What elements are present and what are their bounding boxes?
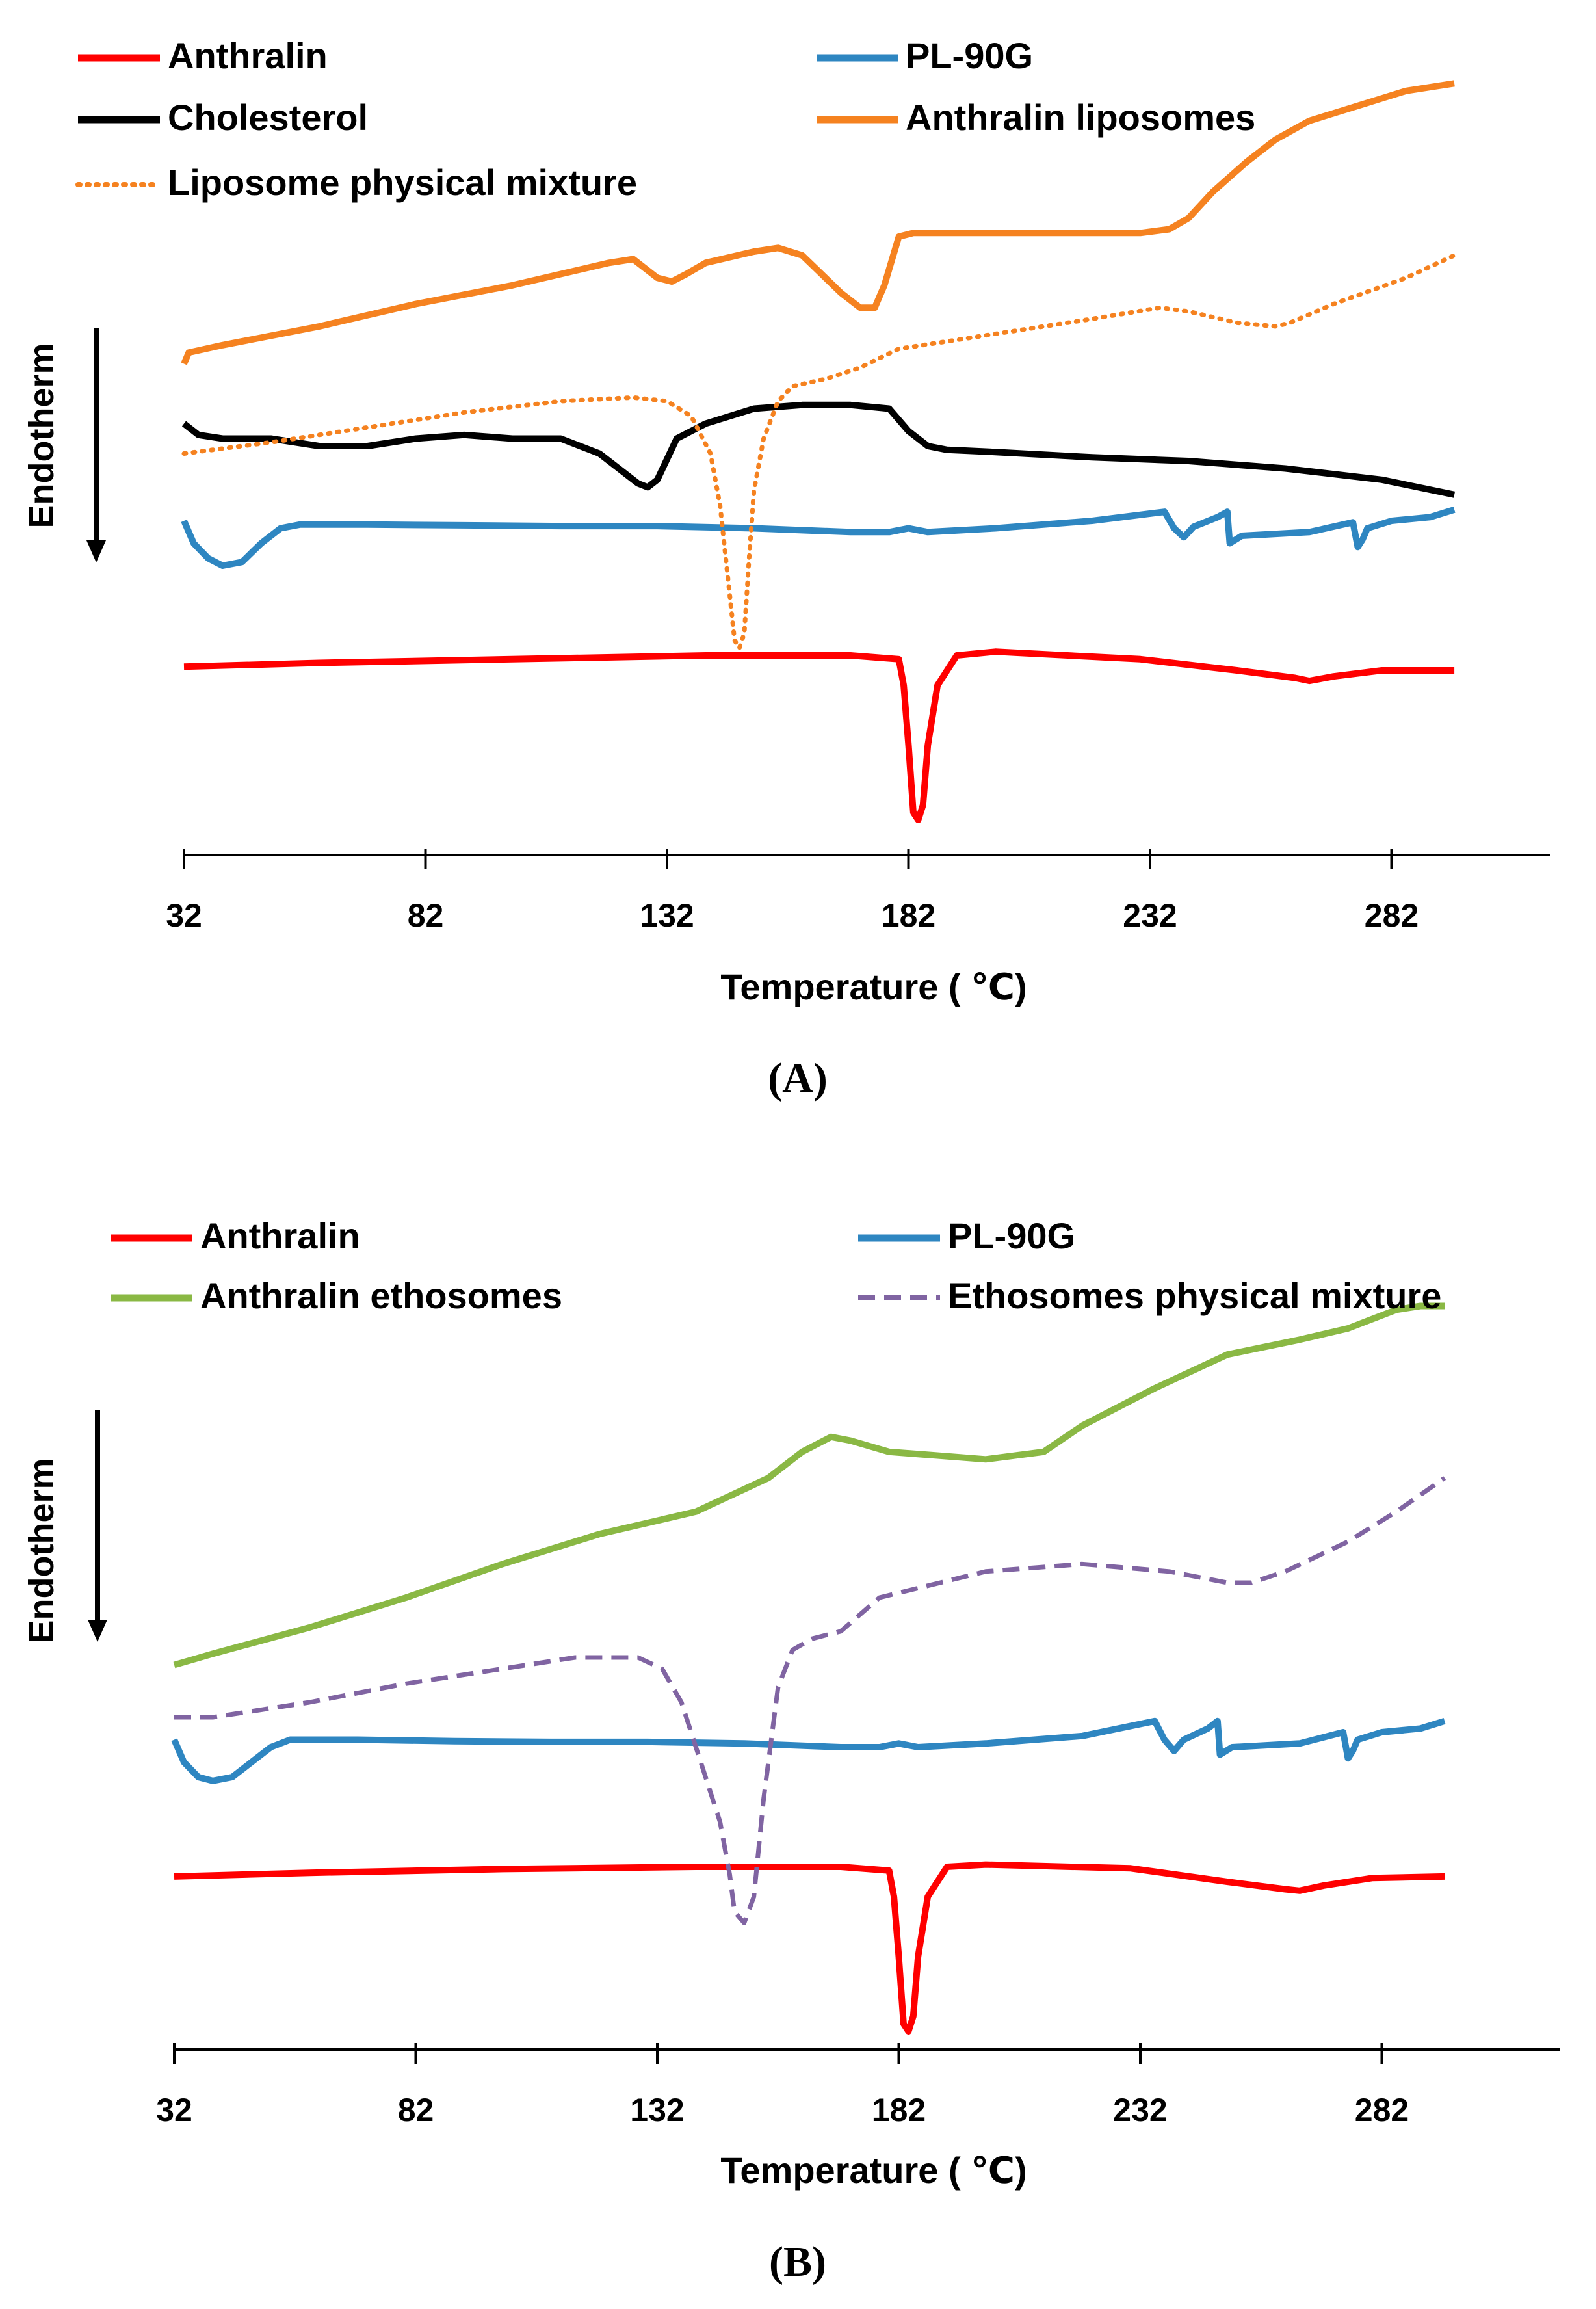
panel-label: (A)	[768, 1055, 828, 1102]
legend-label: Anthralin	[168, 35, 328, 76]
series-line-ethosomes-physical-mixture	[174, 1476, 1446, 1925]
legend-label: Anthralin ethosomes	[200, 1275, 562, 1316]
x-tick-label: 232	[1113, 2092, 1167, 2128]
panel-label: (B)	[769, 2238, 826, 2286]
x-tick-label: 132	[640, 897, 694, 934]
series-line-anthralin-ethosomes	[173, 1302, 1445, 1669]
endotherm-arrow-head	[86, 540, 106, 562]
series-line-liposome-physical-mixture	[181, 253, 1457, 650]
series-line-pl-90g	[171, 1717, 1446, 1784]
x-tick-label: 32	[156, 2092, 192, 2128]
legend-label: Cholesterol	[168, 97, 368, 138]
x-tick-label: 282	[1355, 2092, 1409, 2128]
legend-label: Anthralin liposomes	[906, 97, 1255, 138]
legend-label: Liposome physical mixture	[168, 162, 637, 203]
y-axis-label: Endotherm	[22, 1458, 61, 1643]
x-tick-label: 32	[166, 897, 202, 934]
series-line-cholesterol	[181, 401, 1456, 498]
endotherm-arrow-head	[88, 1620, 107, 1642]
x-tick-label: 182	[872, 2092, 926, 2128]
legend-label: PL-90G	[948, 1215, 1075, 1256]
legend-label: Anthralin	[200, 1215, 360, 1256]
x-tick-label: 132	[630, 2092, 684, 2128]
legend-label: Ethosomes physical mixture	[948, 1275, 1441, 1316]
x-tick-label: 82	[408, 897, 444, 934]
legend-label: PL-90G	[906, 35, 1033, 76]
panel-a: 32 82 132 182 232 282 Temperature ( ℃) Endother…	[22, 35, 1550, 1102]
series-line-anthralin-liposomes	[181, 80, 1455, 365]
x-tick-label: 282	[1365, 897, 1419, 934]
x-tick-label: 82	[398, 2092, 434, 2128]
series-line-anthralin	[174, 1861, 1445, 2035]
x-tick-label: 232	[1123, 897, 1177, 934]
x-axis-label: Temperature ( ℃)	[720, 2150, 1027, 2191]
y-axis-label: Endotherm	[22, 343, 61, 528]
x-axis-label: Temperature ( ℃)	[720, 966, 1027, 1007]
series-line-anthralin	[183, 648, 1455, 823]
series-line-pl-90g	[181, 507, 1456, 569]
x-tick-label: 182	[882, 897, 935, 934]
panel-b: 32 82 132 182 232 282 Temperature ( ℃) Endother…	[22, 1215, 1560, 2286]
